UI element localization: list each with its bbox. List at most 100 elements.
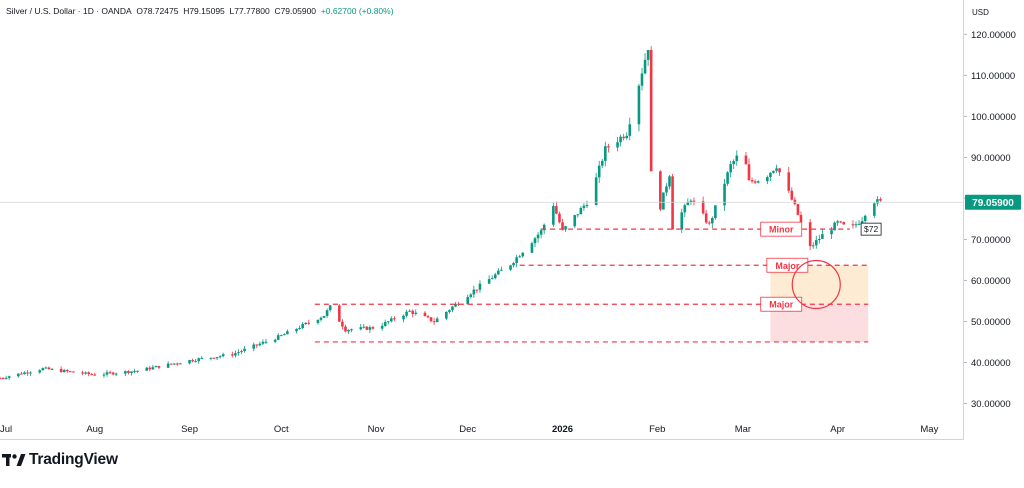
candle-up	[258, 343, 262, 346]
candle-up	[200, 357, 204, 359]
candle-up	[234, 353, 237, 356]
candle-up	[814, 240, 818, 246]
y-tick-label: 40.00000	[971, 358, 1011, 369]
price-note-label: $72	[864, 224, 878, 234]
candle-down	[93, 374, 97, 376]
overlay-layer: $72	[0, 201, 963, 310]
candle-down	[704, 213, 708, 223]
candle-up	[637, 85, 641, 125]
candle-down	[176, 363, 179, 365]
tradingview-logo[interactable]: TradingView	[2, 451, 118, 469]
candle-up	[604, 146, 607, 161]
candle-up	[600, 160, 604, 166]
candle-down	[307, 322, 311, 324]
levels-layer: Minor Major Major	[314, 221, 869, 343]
candle-down	[212, 357, 216, 359]
candle-up	[435, 318, 439, 323]
candle-up	[408, 310, 411, 312]
ohlc-open: O78.72475	[136, 6, 179, 16]
axes-layer: 30.00000 40.00000 50.00000 60.00000 70.00000…	[0, 0, 1021, 440]
candle-up	[350, 329, 353, 331]
candle-up	[145, 367, 149, 371]
candle-up	[283, 334, 286, 336]
candle-up	[273, 339, 277, 342]
candle-up	[188, 360, 191, 364]
x-tick-label: Mar	[735, 424, 751, 435]
candle-up	[114, 373, 118, 375]
candle-up	[405, 311, 408, 316]
candle-up	[359, 327, 363, 330]
candle-down	[371, 327, 375, 329]
candle-down	[744, 155, 748, 165]
candle-up	[619, 136, 622, 143]
candle-up	[347, 330, 350, 332]
y-tick-label: 100.00000	[971, 112, 1016, 123]
price-note-box	[860, 222, 882, 236]
candle-down	[426, 316, 430, 318]
candle-down	[558, 213, 561, 223]
candle-down	[72, 371, 75, 373]
candle-up	[38, 370, 42, 373]
candle-down	[111, 372, 115, 375]
candle-up	[521, 252, 525, 257]
candle-up	[279, 335, 283, 337]
candle-down	[753, 181, 757, 183]
candle-up	[625, 135, 629, 139]
candle-up	[512, 263, 515, 266]
candle-down	[475, 289, 479, 291]
candle-down	[808, 222, 812, 247]
candle-down	[341, 321, 344, 327]
currency-label[interactable]: USD	[972, 8, 989, 17]
candle-up	[237, 352, 240, 354]
candle-up	[252, 344, 256, 349]
candle-up	[62, 370, 66, 373]
candle-up	[304, 322, 308, 324]
candle-up	[579, 207, 583, 215]
candle-up	[597, 165, 601, 178]
candle-up	[218, 356, 222, 358]
candle-down	[701, 201, 705, 214]
candle-up	[665, 186, 668, 193]
candle-down	[707, 222, 711, 224]
candle-up	[646, 49, 650, 60]
candle-down	[81, 372, 84, 374]
candle-down	[747, 164, 751, 181]
candle-up	[301, 323, 304, 329]
candle-up	[582, 205, 586, 208]
candle-up	[362, 326, 366, 328]
symbol-header: Silver / U.S. Dollar · 1D · OANDA O78.72…	[6, 6, 394, 16]
candle-up	[295, 328, 298, 332]
candle-up	[668, 176, 671, 187]
candle-down	[20, 373, 23, 375]
candle-down	[839, 221, 843, 223]
candle-up	[194, 361, 197, 363]
candle-up	[41, 368, 45, 371]
candle-up	[500, 269, 503, 271]
candle-up	[469, 294, 473, 297]
candle-down	[344, 326, 347, 332]
candle-up	[209, 357, 213, 359]
candle-up	[873, 203, 876, 216]
candle-down	[411, 310, 415, 314]
candle-up	[726, 172, 729, 184]
x-tick-label: Apr	[830, 424, 845, 435]
ohlc-close: C79.05900	[274, 6, 317, 16]
candle-up	[414, 312, 418, 314]
candle-up	[448, 310, 451, 312]
candle-down	[157, 366, 161, 368]
candle-down	[796, 204, 800, 215]
candle-down	[87, 372, 90, 375]
candle-down	[851, 224, 855, 226]
level-label: Minor	[769, 225, 794, 235]
candle-up	[686, 202, 690, 206]
y-tick-label: 60.00000	[971, 276, 1011, 287]
candle-down	[842, 222, 846, 225]
y-tick-label: 50.00000	[971, 317, 1011, 328]
candle-up	[4, 377, 8, 379]
candle-up	[616, 142, 619, 148]
candle-down	[555, 206, 558, 214]
candle-up	[564, 226, 567, 230]
candle-up	[179, 363, 182, 365]
